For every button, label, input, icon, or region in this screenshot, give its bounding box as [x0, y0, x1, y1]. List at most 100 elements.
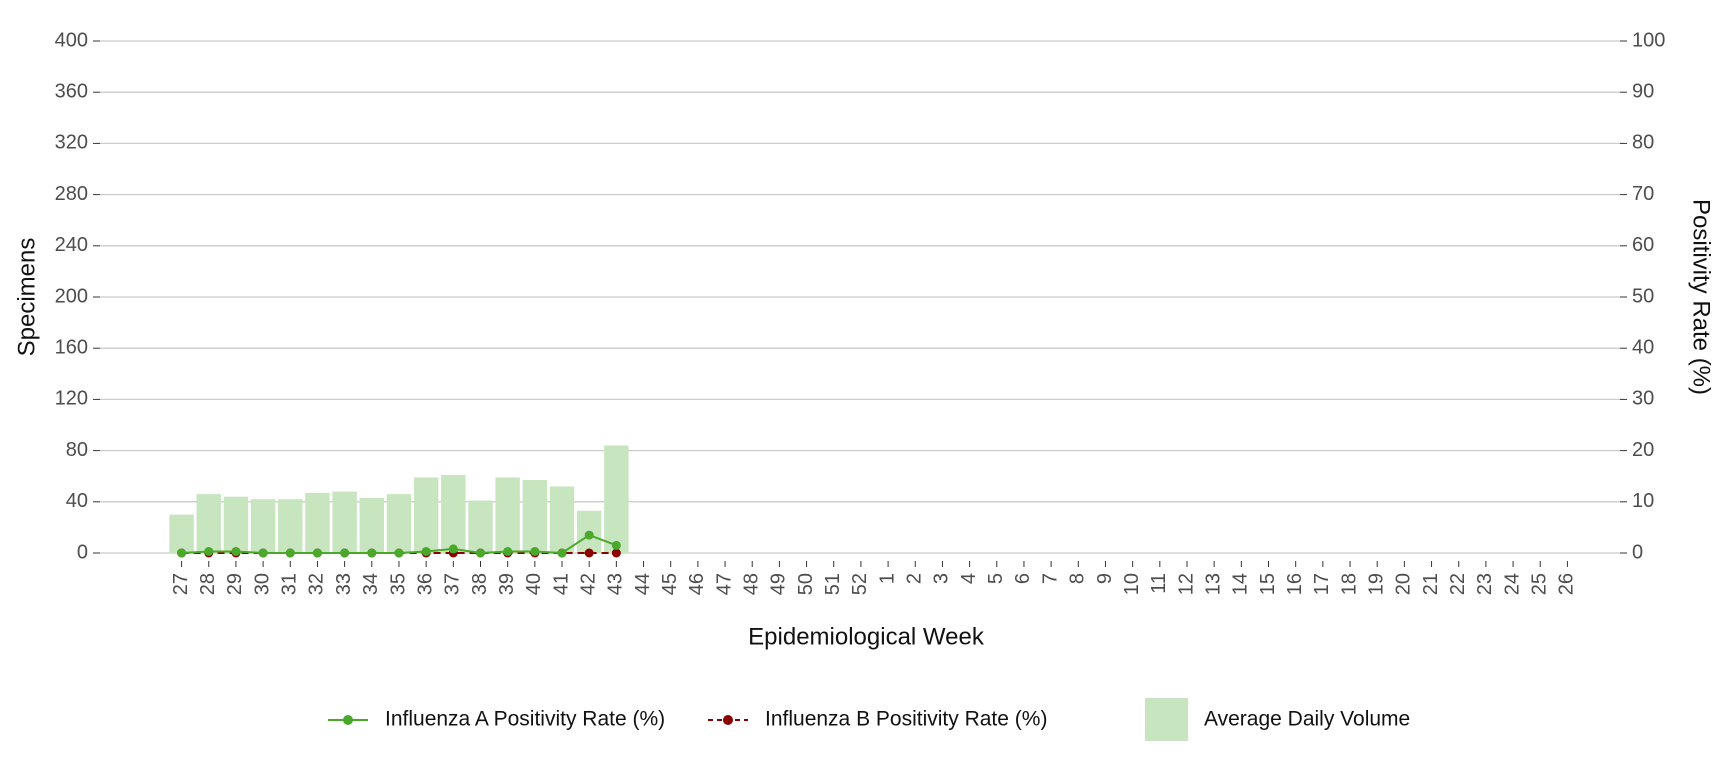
point: [530, 546, 540, 556]
bar: [332, 491, 357, 553]
x-tick-label: 32: [306, 573, 328, 595]
bar: [250, 499, 276, 553]
x-tick-label: 25: [1529, 573, 1551, 595]
x-tick-label: 26: [1556, 573, 1578, 595]
x-tick-label: 19: [1365, 573, 1387, 595]
x-tick-label: 34: [360, 573, 382, 595]
x-tick-label: 50: [795, 573, 817, 595]
bar: [549, 486, 575, 553]
x-tick-label: 21: [1420, 573, 1442, 595]
x-tick-label: 33: [333, 573, 355, 595]
legend-key: [343, 715, 353, 725]
x-tick-label: 22: [1447, 573, 1469, 595]
legend-label: Influenza B Positivity Rate (%): [765, 708, 1047, 731]
x-tick-label: 38: [469, 573, 491, 595]
x-tick-label: 7: [1039, 573, 1061, 584]
point: [340, 548, 350, 558]
point: [312, 548, 322, 558]
x-tick-label: 31: [279, 573, 301, 595]
legend-label: Average Daily Volume: [1204, 708, 1410, 731]
y2-tick-label: 90: [1632, 80, 1654, 102]
x-tick-label: 52: [849, 573, 871, 595]
bar: [495, 477, 520, 553]
x-tick-label: 11: [1148, 573, 1170, 594]
point: [204, 546, 214, 556]
x-tick-label: 2: [904, 573, 926, 584]
bar: [522, 480, 548, 553]
y2-tick-label: 20: [1632, 439, 1654, 461]
point: [258, 548, 268, 558]
y2-tick-label: 60: [1632, 234, 1654, 256]
x-tick-label: 15: [1257, 573, 1279, 595]
bar: [305, 492, 330, 553]
legend-label: Influenza A Positivity Rate (%): [385, 708, 665, 731]
x-tick-label: 42: [577, 573, 599, 595]
x-tick-label: 8: [1067, 573, 1089, 584]
x-tick-label: 27: [170, 573, 192, 595]
point: [584, 548, 594, 558]
x-tick-label: 43: [605, 573, 627, 595]
x-tick-label: 46: [686, 573, 708, 595]
y2-tick-label: 40: [1632, 336, 1654, 358]
x-tick-label: 45: [659, 573, 681, 595]
x-tick-label: 28: [197, 573, 219, 595]
y-tick-label: 0: [77, 541, 88, 563]
x-tick-label: 24: [1501, 573, 1523, 595]
x-tick-label: 48: [741, 573, 763, 595]
y2-tick-label: 100: [1632, 29, 1665, 51]
x-tick-label: 13: [1202, 573, 1224, 595]
bar: [468, 500, 493, 553]
point: [448, 544, 458, 554]
legend-key: [723, 715, 733, 725]
x-tick-label: 35: [387, 573, 409, 595]
y-tick-label: 240: [55, 234, 88, 256]
point: [611, 548, 621, 558]
x-tick-label: 49: [768, 573, 790, 595]
x-tick-label: 30: [251, 573, 273, 595]
y2-tick-label: 70: [1632, 183, 1654, 205]
y-tick-label: 80: [66, 439, 88, 461]
bar: [169, 514, 194, 553]
bar: [413, 477, 439, 553]
y2-axis-title: Positivity Rate (%): [1688, 199, 1715, 395]
x-tick-label: 39: [496, 573, 518, 595]
x-tick-label: 23: [1474, 573, 1496, 595]
x-tick-label: 3: [931, 573, 953, 584]
y-tick-label: 320: [55, 132, 88, 154]
point: [557, 548, 567, 558]
y2-tick-label: 10: [1632, 490, 1654, 512]
y-tick-label: 360: [55, 80, 88, 102]
y-axis-title: Specimens: [13, 238, 40, 357]
x-tick-label: 16: [1284, 573, 1306, 595]
bar: [223, 496, 249, 553]
x-tick-label: 1: [876, 573, 898, 584]
x-tick-label: 44: [632, 573, 654, 595]
x-tick-label: 41: [550, 573, 572, 595]
y2-tick-label: 0: [1632, 541, 1643, 563]
y-tick-label: 40: [66, 490, 88, 512]
y-tick-label: 120: [55, 388, 88, 410]
point: [584, 530, 594, 540]
x-tick-label: 18: [1338, 573, 1360, 595]
point: [421, 546, 431, 556]
point: [394, 548, 404, 558]
y-tick-label: 400: [55, 29, 88, 51]
point: [177, 548, 187, 558]
legend-key: [1145, 698, 1188, 741]
x-tick-label: 10: [1121, 573, 1143, 595]
bar: [441, 474, 466, 553]
point: [367, 548, 377, 558]
y-tick-label: 280: [55, 183, 88, 205]
x-tick-label: 36: [414, 573, 436, 595]
y-tick-label: 200: [55, 285, 88, 307]
x-tick-label: 51: [822, 573, 844, 595]
x-tick-label: 14: [1230, 573, 1252, 595]
x-tick-label: 47: [713, 573, 735, 595]
point: [475, 548, 485, 558]
point: [231, 546, 241, 556]
x-axis-title: Epidemiological Week: [748, 623, 985, 650]
point: [285, 548, 295, 558]
x-tick-label: 6: [1012, 573, 1034, 584]
